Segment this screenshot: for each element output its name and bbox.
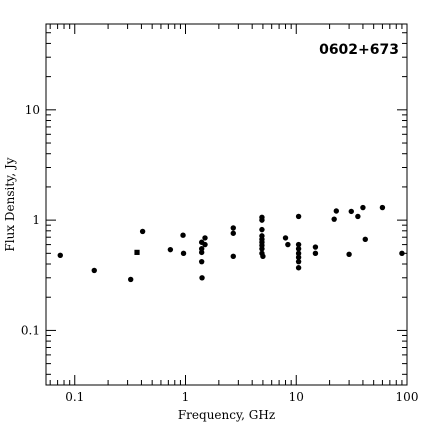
data-point [259, 246, 265, 252]
data-point [348, 208, 354, 215]
plot-frame [45, 23, 408, 386]
data-point [295, 250, 302, 257]
data-point [230, 230, 236, 236]
data-point [379, 204, 386, 211]
tick-labels: 0.1 1 10 100 0.1 1 10 [21, 103, 419, 404]
y-tick-label: 10 [25, 103, 40, 117]
data-point [360, 204, 366, 211]
data-point [331, 216, 337, 222]
data-point [139, 228, 146, 235]
data-point [333, 208, 340, 214]
data-point-square [134, 249, 140, 255]
data-point [295, 246, 302, 252]
data-point [362, 236, 368, 243]
data-point [198, 258, 205, 265]
chart-title: 0602+673 [319, 42, 399, 58]
data-point [57, 252, 63, 258]
data-point [180, 232, 186, 238]
data-point [180, 250, 187, 257]
data-point [230, 253, 236, 259]
data-point [295, 241, 302, 248]
x-axis-label: Frequency, GHz [178, 408, 275, 422]
data-point [198, 249, 205, 256]
data-point [282, 235, 289, 241]
data-point [260, 253, 266, 259]
data-point [346, 251, 352, 257]
data-point [295, 213, 302, 220]
data-point [355, 213, 361, 220]
data-point [259, 217, 265, 223]
y-tick-label: 0.1 [21, 323, 40, 337]
data-point [295, 265, 302, 271]
data-point [202, 241, 208, 248]
data-point [127, 276, 134, 283]
data-point [259, 226, 265, 233]
y-axis-label: Flux Density, Jy [3, 157, 17, 251]
x-tick-label: 10 [289, 390, 304, 404]
data-point [285, 241, 291, 248]
data-points [57, 204, 405, 283]
data-point [295, 258, 302, 265]
data-point [230, 225, 236, 231]
data-point [167, 246, 174, 253]
x-tick-label: 100 [396, 390, 419, 404]
data-point [312, 244, 319, 250]
data-point [399, 250, 405, 257]
data-point [312, 250, 319, 257]
x-tick-label: 0.1 [65, 390, 84, 404]
data-point [199, 275, 205, 281]
y-tick-label: 1 [32, 213, 40, 227]
x-tick-label: 1 [182, 390, 190, 404]
data-point [91, 267, 97, 274]
data-point [202, 235, 208, 241]
axis-ticks [46, 23, 408, 385]
data-point [295, 254, 302, 261]
